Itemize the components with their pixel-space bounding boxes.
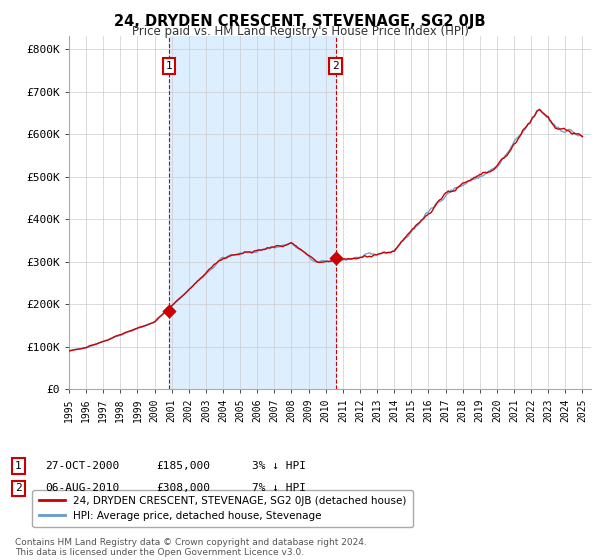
- Legend: 24, DRYDEN CRESCENT, STEVENAGE, SG2 0JB (detached house), HPI: Average price, de: 24, DRYDEN CRESCENT, STEVENAGE, SG2 0JB …: [32, 489, 413, 528]
- Text: 27-OCT-2000: 27-OCT-2000: [45, 461, 119, 471]
- Text: 3% ↓ HPI: 3% ↓ HPI: [252, 461, 306, 471]
- Text: £185,000: £185,000: [156, 461, 210, 471]
- Text: 06-AUG-2010: 06-AUG-2010: [45, 483, 119, 493]
- Text: 7% ↓ HPI: 7% ↓ HPI: [252, 483, 306, 493]
- Text: Contains HM Land Registry data © Crown copyright and database right 2024.
This d: Contains HM Land Registry data © Crown c…: [15, 538, 367, 557]
- Text: 1: 1: [15, 461, 22, 471]
- Point: [164, 306, 173, 315]
- Text: £308,000: £308,000: [156, 483, 210, 493]
- Point: [331, 254, 340, 263]
- Text: 2: 2: [332, 61, 339, 71]
- Text: 24, DRYDEN CRESCENT, STEVENAGE, SG2 0JB: 24, DRYDEN CRESCENT, STEVENAGE, SG2 0JB: [114, 14, 486, 29]
- Text: 2: 2: [15, 483, 22, 493]
- Text: Price paid vs. HM Land Registry's House Price Index (HPI): Price paid vs. HM Land Registry's House …: [131, 25, 469, 38]
- Bar: [169, 36, 335, 389]
- Text: 1: 1: [166, 61, 172, 71]
